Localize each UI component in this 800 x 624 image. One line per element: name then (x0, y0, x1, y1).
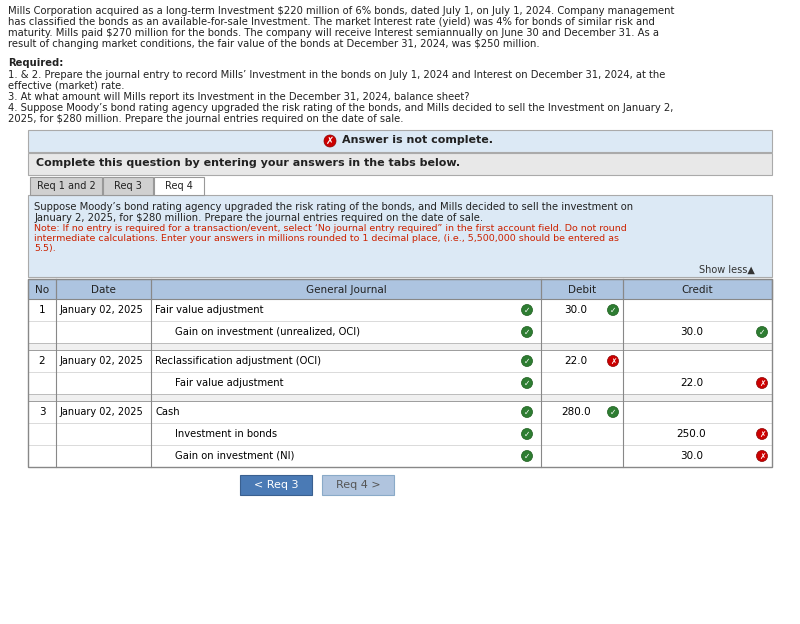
Bar (28, 130, 772, 152)
Text: 2: 2 (38, 356, 46, 366)
Text: ✓: ✓ (524, 407, 530, 416)
Text: Req 3: Req 3 (114, 181, 142, 191)
Text: ✓: ✓ (524, 429, 530, 439)
Circle shape (522, 305, 533, 316)
Bar (28, 195, 772, 277)
Text: January 02, 2025: January 02, 2025 (59, 407, 142, 417)
Text: 2025, for $280 million. Prepare the journal entries required on the date of sale: 2025, for $280 million. Prepare the jour… (8, 114, 403, 124)
Text: 3. At what amount will Mills report its Investment in the December 31, 2024, bal: 3. At what amount will Mills report its … (8, 92, 470, 102)
Bar (28, 394, 772, 401)
Text: ✓: ✓ (524, 379, 530, 388)
Bar (28, 279, 772, 467)
Text: No: No (35, 285, 49, 295)
Text: ✗: ✗ (326, 136, 334, 146)
Text: Debit: Debit (568, 285, 596, 295)
Bar (28, 279, 772, 299)
Text: 30.0: 30.0 (565, 305, 587, 315)
Text: 4. Suppose Moody’s bond rating agency upgraded the risk rating of the bonds, and: 4. Suppose Moody’s bond rating agency up… (8, 103, 674, 113)
Text: General Journal: General Journal (306, 285, 386, 295)
Circle shape (522, 451, 533, 462)
Bar (154, 177, 204, 195)
Text: Cash: Cash (155, 407, 180, 417)
Circle shape (607, 305, 618, 316)
Text: Fair value adjustment: Fair value adjustment (175, 378, 283, 388)
Bar (103, 177, 153, 195)
Text: January 2, 2025, for $280 million. Prepare the journal entries required on the d: January 2, 2025, for $280 million. Prepa… (34, 213, 483, 223)
Bar (322, 475, 394, 495)
Bar (28, 401, 772, 467)
Text: Mills Corporation acquired as a long-term Investment $220 million of 6% bonds, d: Mills Corporation acquired as a long-ter… (8, 6, 674, 16)
Text: has classified the bonds as an available-for-sale Investment. The market Interes: has classified the bonds as an available… (8, 17, 655, 27)
Bar (28, 299, 772, 343)
Text: January 02, 2025: January 02, 2025 (59, 356, 142, 366)
Text: Required:: Required: (8, 58, 63, 68)
Text: ✓: ✓ (610, 407, 616, 416)
Circle shape (522, 326, 533, 338)
Text: 1: 1 (38, 305, 46, 315)
Circle shape (757, 326, 767, 338)
Bar (28, 343, 772, 350)
Bar (30, 177, 102, 195)
Text: January 02, 2025: January 02, 2025 (59, 305, 142, 315)
Bar (240, 475, 312, 495)
Text: Reclassification adjustment (OCI): Reclassification adjustment (OCI) (155, 356, 321, 366)
Text: Suppose Moody’s bond rating agency upgraded the risk rating of the bonds, and Mi: Suppose Moody’s bond rating agency upgra… (34, 202, 633, 212)
Text: Req 4: Req 4 (165, 181, 193, 191)
Text: maturity. Mills paid $270 million for the bonds. The company will receive Intere: maturity. Mills paid $270 million for th… (8, 28, 659, 38)
Bar (28, 153, 772, 175)
Circle shape (522, 406, 533, 417)
Text: Investment in bonds: Investment in bonds (175, 429, 277, 439)
Text: effective (market) rate.: effective (market) rate. (8, 81, 125, 91)
Text: ✓: ✓ (524, 306, 530, 314)
Text: Req 4 >: Req 4 > (336, 480, 380, 490)
Circle shape (757, 429, 767, 439)
Text: ✗: ✗ (759, 379, 765, 388)
Circle shape (522, 356, 533, 366)
Text: 5.5).: 5.5). (34, 244, 56, 253)
Text: ✗: ✗ (610, 356, 616, 366)
Text: 30.0: 30.0 (680, 451, 703, 461)
Text: Req 1 and 2: Req 1 and 2 (37, 181, 95, 191)
Text: Complete this question by entering your answers in the tabs below.: Complete this question by entering your … (36, 158, 460, 168)
Text: Credit: Credit (682, 285, 714, 295)
Text: 30.0: 30.0 (680, 327, 703, 337)
Circle shape (607, 356, 618, 366)
Circle shape (757, 378, 767, 389)
Text: 22.0: 22.0 (565, 356, 587, 366)
Text: Answer is not complete.: Answer is not complete. (342, 135, 493, 145)
Text: ✓: ✓ (759, 328, 765, 336)
Text: Show less▲: Show less▲ (699, 265, 755, 275)
Text: result of changing market conditions, the fair value of the bonds at December 31: result of changing market conditions, th… (8, 39, 540, 49)
Text: 1. & 2. Prepare the journal entry to record Mills’ Investment in the bonds on Ju: 1. & 2. Prepare the journal entry to rec… (8, 70, 666, 80)
Text: intermediate calculations. Enter your answers in millions rounded to 1 decimal p: intermediate calculations. Enter your an… (34, 234, 619, 243)
Circle shape (607, 406, 618, 417)
Circle shape (324, 135, 336, 147)
Text: Note: If no entry is required for a transaction/event, select ‘No journal entry : Note: If no entry is required for a tran… (34, 224, 626, 233)
Bar (28, 350, 772, 394)
Text: Gain on investment (NI): Gain on investment (NI) (175, 451, 294, 461)
Text: ✓: ✓ (610, 306, 616, 314)
Text: 250.0: 250.0 (677, 429, 706, 439)
Text: 280.0: 280.0 (561, 407, 591, 417)
Text: Gain on investment (unrealized, OCI): Gain on investment (unrealized, OCI) (175, 327, 360, 337)
Text: Fair value adjustment: Fair value adjustment (155, 305, 263, 315)
Text: ✗: ✗ (759, 452, 765, 461)
Text: ✗: ✗ (759, 429, 765, 439)
Text: 22.0: 22.0 (680, 378, 703, 388)
Circle shape (522, 429, 533, 439)
Text: ✓: ✓ (524, 356, 530, 366)
Circle shape (757, 451, 767, 462)
Text: 3: 3 (38, 407, 46, 417)
Text: Date: Date (91, 285, 116, 295)
Circle shape (522, 378, 533, 389)
Text: ✓: ✓ (524, 328, 530, 336)
Text: < Req 3: < Req 3 (254, 480, 298, 490)
Text: ✓: ✓ (524, 452, 530, 461)
